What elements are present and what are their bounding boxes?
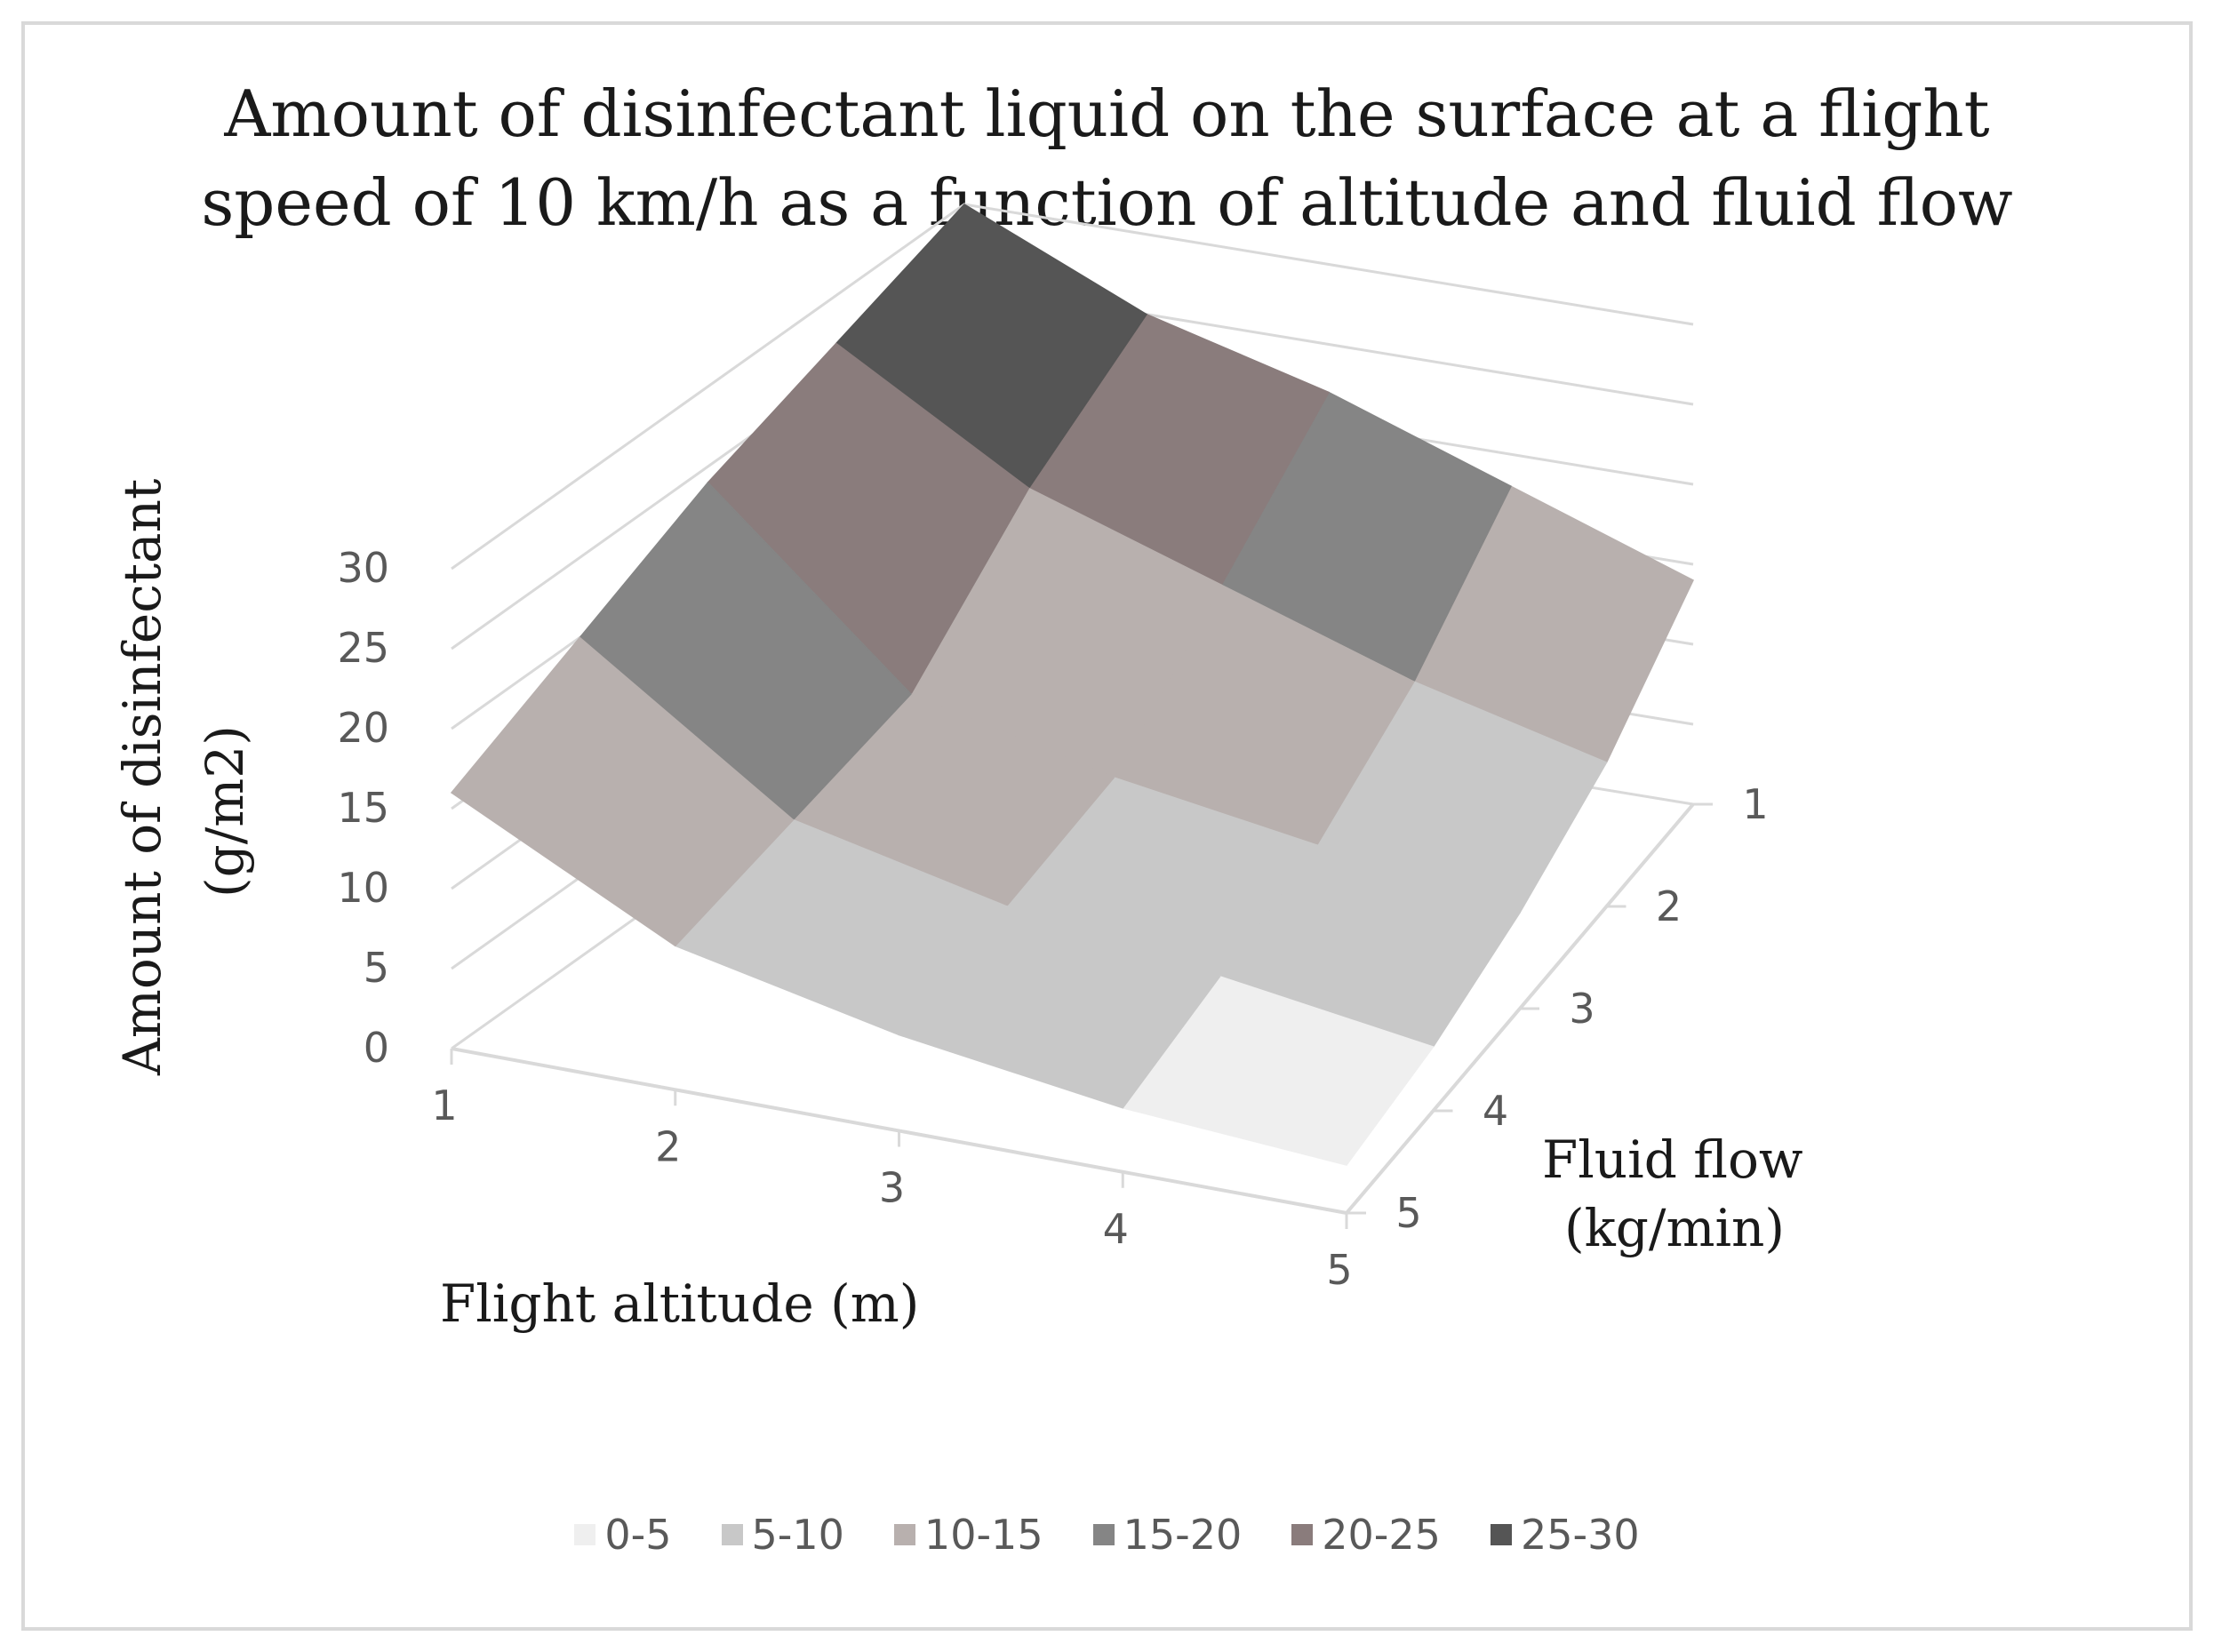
y-tick-label: 2 bbox=[1656, 882, 1682, 930]
legend-swatch bbox=[721, 1524, 743, 1545]
z-tick-label: 25 bbox=[337, 624, 389, 672]
z-axis-title-line-2: (g/m2) bbox=[195, 725, 255, 898]
x-axis-title: Flight altitude (m) bbox=[440, 1273, 919, 1334]
surface-patch bbox=[450, 636, 795, 947]
legend-label: 0-5 bbox=[604, 1511, 672, 1559]
z-tick-label: 20 bbox=[337, 704, 389, 752]
axes bbox=[450, 802, 1713, 1229]
x-tick-label: 1 bbox=[431, 1081, 457, 1129]
legend-swatch bbox=[1291, 1524, 1314, 1545]
z-tick-label: 5 bbox=[364, 944, 389, 992]
x-tick-label: 4 bbox=[1103, 1205, 1129, 1253]
legend-item: 0-5 bbox=[574, 1511, 672, 1559]
tick-labels: 0 5 10 15 20 25 30 1 2 3 4 5 1 2 3 4 5 bbox=[337, 544, 1768, 1294]
legend-item: 20-25 bbox=[1291, 1511, 1441, 1559]
y-tick-label: 3 bbox=[1569, 985, 1595, 1033]
x-tick-label: 3 bbox=[879, 1164, 905, 1212]
legend-swatch bbox=[1490, 1524, 1512, 1545]
legend-label: 25-30 bbox=[1520, 1511, 1640, 1559]
y-axis-title-line-2: (kg/min) bbox=[1564, 1198, 1785, 1258]
surface bbox=[450, 204, 1694, 1166]
legend-label: 15-20 bbox=[1123, 1511, 1243, 1559]
chart-title-line-1: Amount of disinfectant liquid on the sur… bbox=[224, 76, 1990, 151]
legend-swatch bbox=[893, 1524, 915, 1545]
legend-label: 5-10 bbox=[751, 1511, 844, 1559]
z-tick-label: 15 bbox=[337, 784, 389, 832]
y-axis-title-line-1: Fluid flow bbox=[1542, 1129, 1803, 1190]
chart-title: Amount of disinfectant liquid on the sur… bbox=[0, 69, 2214, 247]
legend-item: 25-30 bbox=[1490, 1511, 1640, 1559]
legend-label: 10-15 bbox=[923, 1511, 1043, 1559]
legend-item: 5-10 bbox=[721, 1511, 844, 1559]
legend: 0-5 5-10 10-15 15-20 20-25 25-30 bbox=[0, 1511, 2214, 1559]
legend-item: 10-15 bbox=[893, 1511, 1043, 1559]
legend-swatch bbox=[1092, 1524, 1115, 1545]
y-tick-label: 1 bbox=[1742, 780, 1768, 828]
y-tick-label: 5 bbox=[1395, 1189, 1421, 1237]
y-tick-label: 4 bbox=[1483, 1087, 1508, 1135]
z-axis-title-line-1: Amount of disinfectant bbox=[112, 479, 172, 1076]
legend-label: 20-25 bbox=[1322, 1511, 1441, 1559]
x-tick-label: 5 bbox=[1326, 1246, 1352, 1294]
x-tick-label: 2 bbox=[655, 1122, 681, 1170]
z-tick-label: 30 bbox=[337, 544, 389, 592]
z-tick-label: 0 bbox=[364, 1024, 389, 1072]
z-tick-label: 10 bbox=[337, 864, 389, 912]
legend-swatch bbox=[574, 1524, 596, 1545]
legend-item: 15-20 bbox=[1092, 1511, 1243, 1559]
